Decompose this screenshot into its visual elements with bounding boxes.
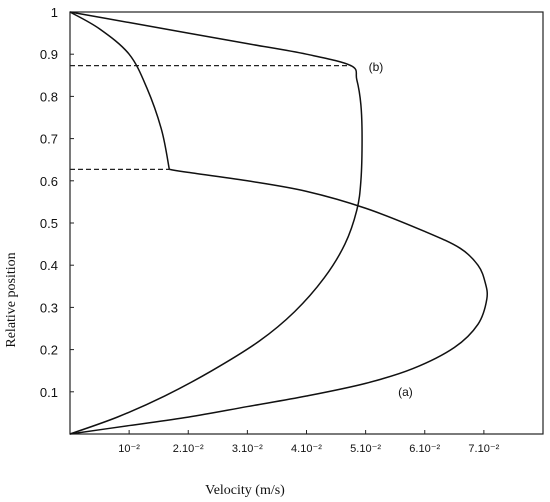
dashed-reference-lines	[70, 64, 351, 171]
series-label: (a)	[398, 385, 413, 399]
y-tick-label: 0.2	[40, 343, 58, 358]
x-tick-label: 10⁻²	[118, 443, 140, 455]
y-tick-label: 1	[51, 5, 58, 20]
y-axis-ticks: 0.1 0.2 0.3 0.4 0.5 0.6 0.7 0.8 0.9 1	[40, 5, 74, 400]
x-tick-label: 5.10⁻²	[350, 443, 381, 455]
y-tick-label: 0.6	[40, 174, 58, 189]
x-tick-label: 3.10⁻²	[232, 443, 263, 455]
y-axis-title: Relative position	[4, 252, 19, 347]
series-line	[69, 11, 171, 170]
x-tick-label: 2.10⁻²	[173, 443, 204, 455]
series-line	[69, 11, 363, 435]
y-tick-label: 0.5	[40, 216, 58, 231]
series-line	[69, 168, 489, 435]
series-label: (b)	[369, 60, 384, 74]
x-tick-label: 6.10⁻²	[409, 443, 440, 455]
y-tick-label: 0.1	[40, 385, 58, 400]
curve-labels: (a) (b)	[369, 60, 413, 399]
curves	[69, 11, 489, 435]
y-tick-label: 0.8	[40, 89, 58, 104]
y-tick-label: 0.4	[40, 258, 58, 273]
x-tick-label: 4.10⁻²	[291, 443, 322, 455]
x-tick-label: 7.10⁻²	[468, 443, 499, 455]
x-axis-title: Velocity (m/s)	[205, 483, 285, 498]
x-axis-ticks: 10⁻² 2.10⁻² 3.10⁻² 4.10⁻² 5.10⁻² 6.10⁻² 7.10⁻²	[118, 430, 500, 455]
y-tick-label: 0.7	[40, 132, 58, 147]
y-tick-label: 0.3	[40, 300, 58, 315]
y-tick-label: 0.9	[40, 47, 58, 62]
